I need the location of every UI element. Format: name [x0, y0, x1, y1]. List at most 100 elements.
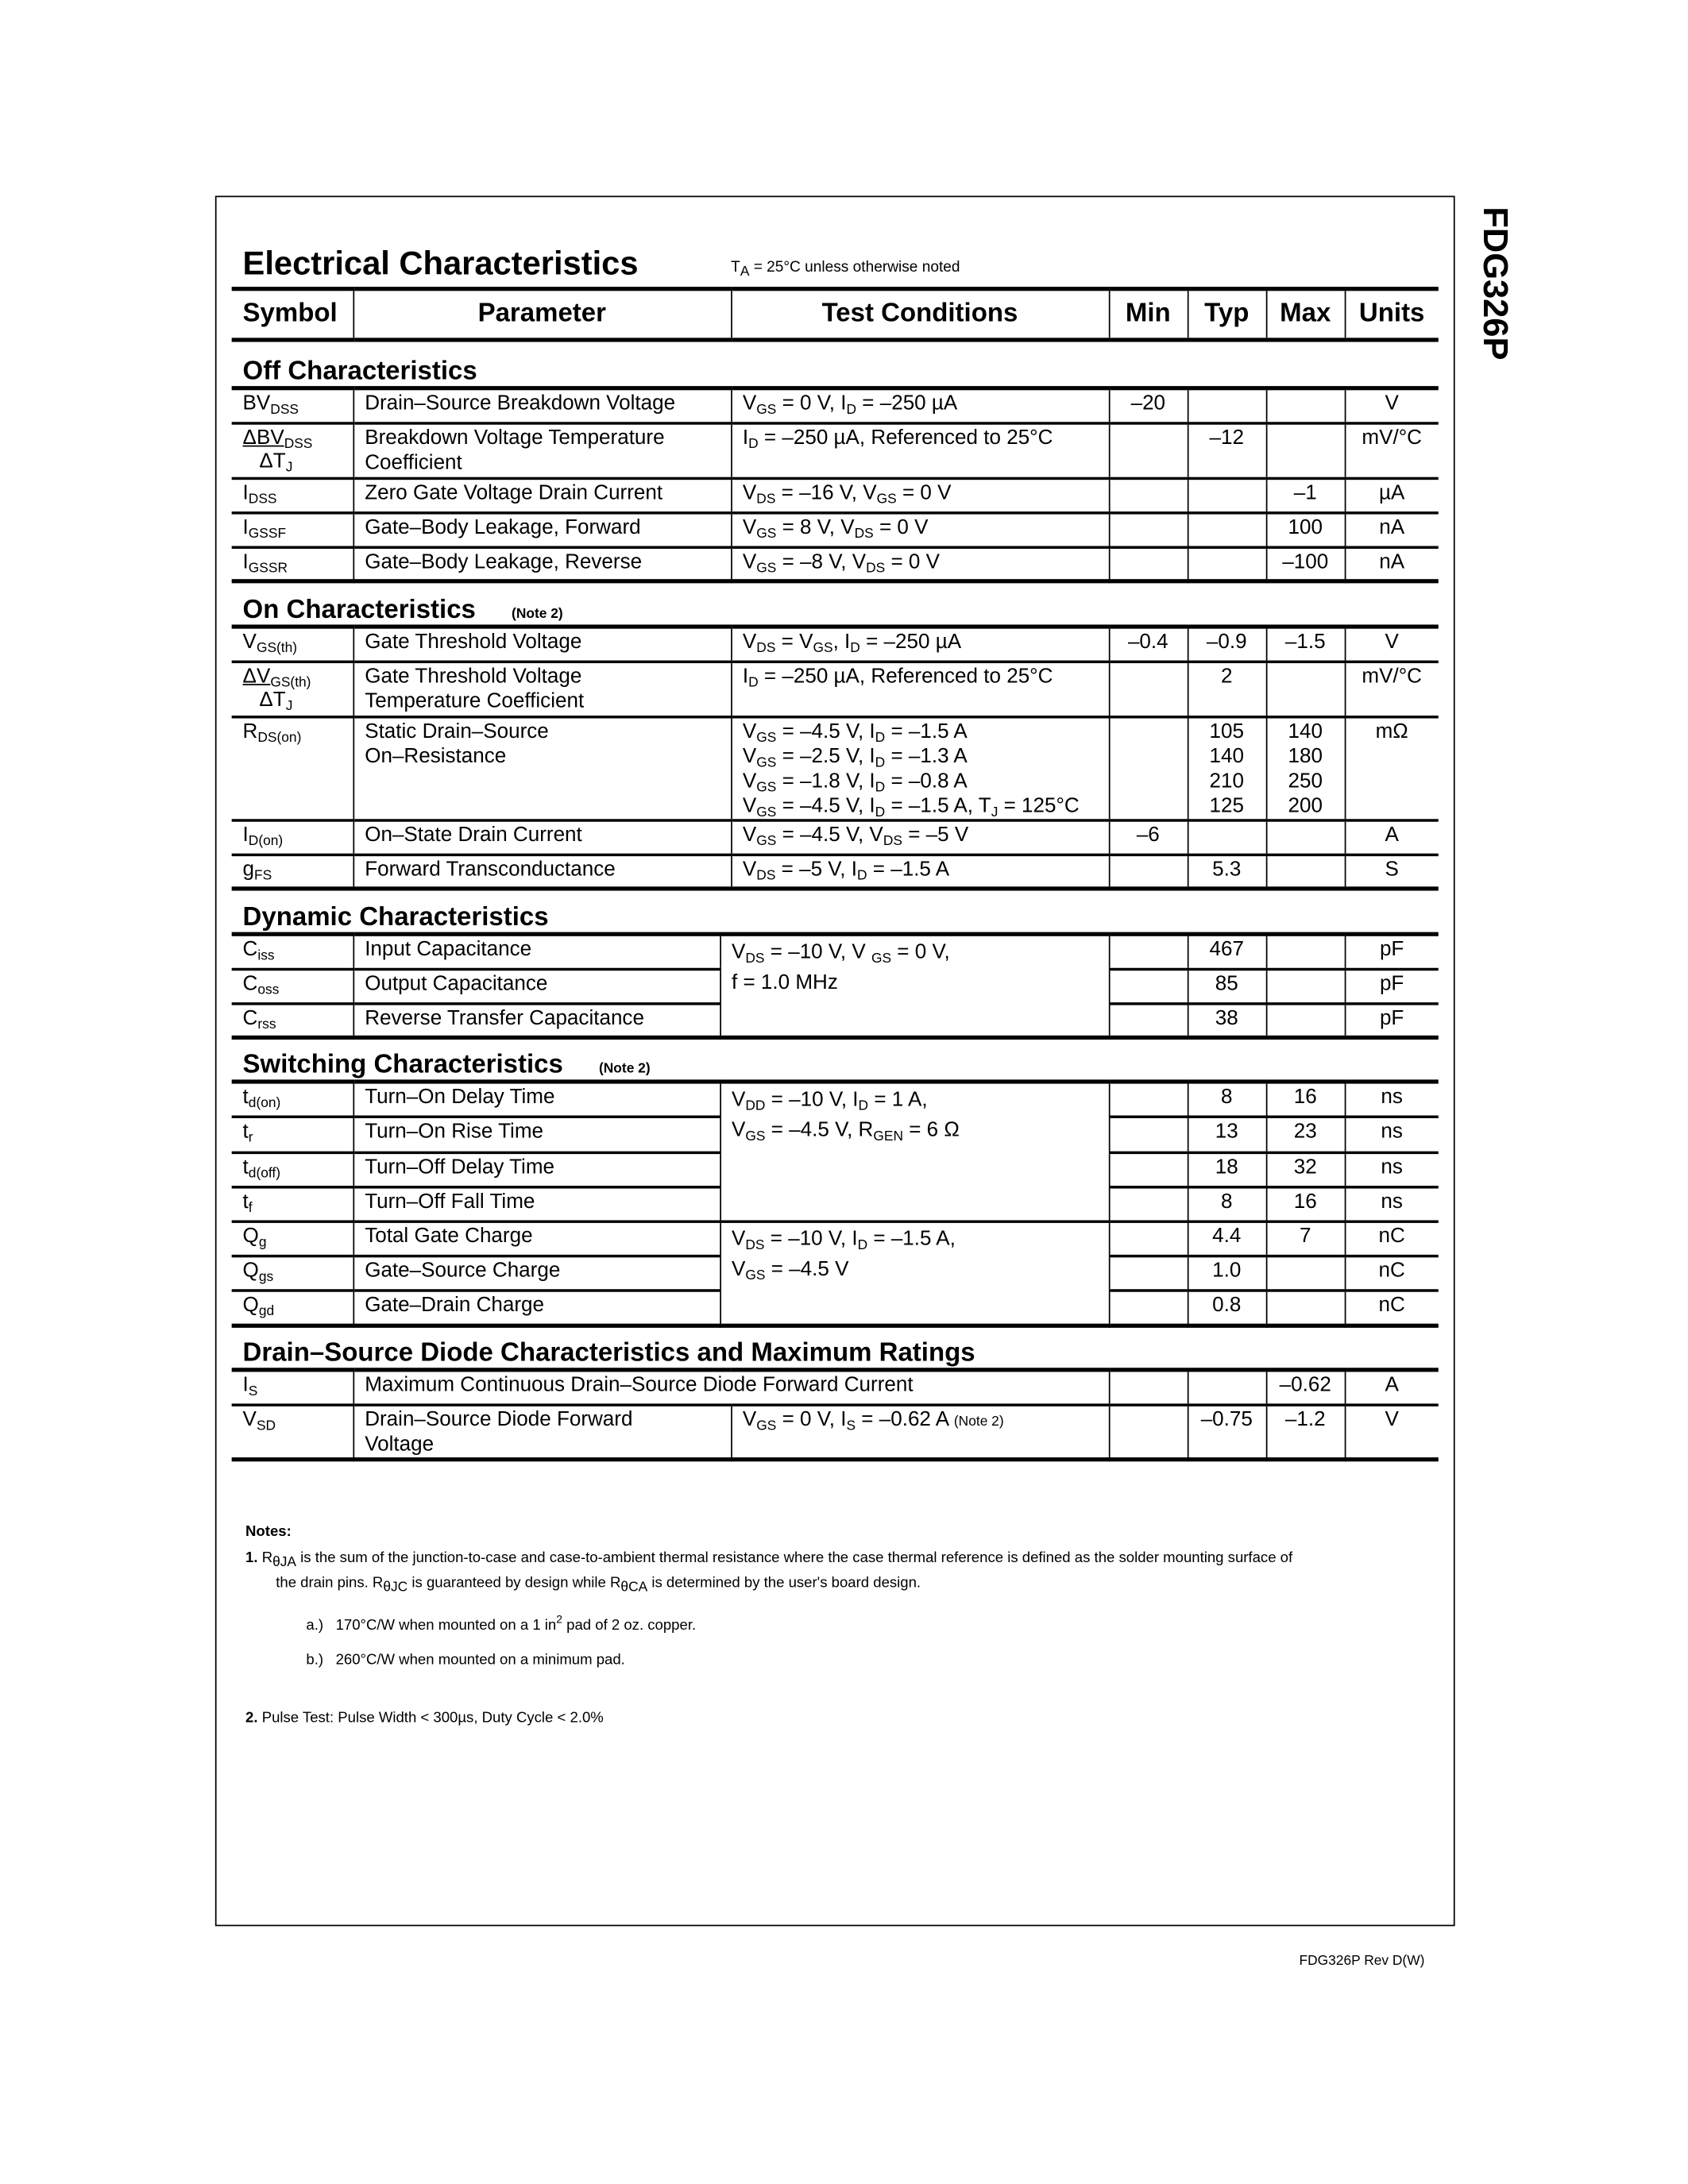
typ-cell: 1.0	[1186, 1253, 1266, 1291]
test-conditions-cell: VDS = –16 V, VGS = 0 V	[730, 476, 1109, 512]
test-conditions-cell: ID = –250 µA, Referenced to 25°C	[730, 659, 1109, 716]
section-dynamic-characteristics: Dynamic Characteristics Ciss Input Capacit…	[231, 901, 1439, 1040]
symbol-ratio: ΔVGS(th) ΔTJ	[242, 663, 311, 714]
table-row: IGSSR Gate–Body Leakage, Reverse VGS = –8 …	[231, 545, 1439, 581]
max-cell	[1265, 967, 1345, 1004]
header-parameter: Parameter	[352, 287, 732, 342]
table-row: Ciss Input Capacitance VDS = –10 V, V GS =…	[231, 932, 1439, 1038]
symbol-ratio: ΔBVDSS ΔTJ	[242, 425, 313, 476]
symbol-cell: VGS(th)	[231, 624, 353, 662]
min-cell	[1107, 1114, 1188, 1152]
parameter-cell: Drain–Source Diode Forward Voltage	[352, 1403, 732, 1459]
min-cell: –20	[1107, 386, 1188, 423]
units-cell: µA	[1343, 476, 1439, 512]
section-table: VGS(th) Gate Threshold Voltage VDS = VGS, …	[231, 624, 1439, 891]
max-cell	[1265, 852, 1345, 889]
max-cell: 32	[1265, 1150, 1345, 1187]
section-table: BVDSS Drain–Source Breakdown Voltage VGS =…	[231, 386, 1439, 584]
parameter-cell: Output Capacitance	[352, 967, 720, 1004]
min-cell	[1107, 967, 1188, 1004]
symbol-cell: tf	[231, 1185, 353, 1221]
note-1a-label: a.)	[306, 1617, 324, 1634]
symbol-cell: td(on)	[231, 1079, 353, 1117]
parameter-cell: Turn–On Rise Time	[352, 1114, 720, 1152]
ambient-condition-note: TA = 25°C unless otherwise noted	[731, 259, 960, 280]
typ-cell	[1186, 1368, 1266, 1405]
parameter-cell: Reverse Transfer Capacitance	[352, 1001, 720, 1038]
test-conditions-cell: VDS = –5 V, ID = –1.5 A	[730, 852, 1109, 889]
min-cell	[1107, 1185, 1188, 1221]
table-row: IGSSF Gate–Body Leakage, Forward VGS = 8 V…	[231, 511, 1439, 547]
section-heading: Switching Characteristics (Note 2)	[232, 1048, 1439, 1079]
note-2-text: Pulse Test: Pulse Width < 300µs, Duty Cy…	[261, 1709, 604, 1727]
max-cell	[1265, 1253, 1345, 1291]
table-row: ΔVGS(th) ΔTJ Gate Threshold Voltage Tempera…	[231, 659, 1439, 716]
parameter-cell: Static Drain–Source On–Resistance	[352, 715, 732, 820]
table-row: tr Turn–On Rise Time 13 23 ns	[231, 1114, 1439, 1152]
parameter-cell: Turn–Off Fall Time	[352, 1185, 720, 1221]
symbol-cell: IGSSF	[231, 511, 353, 547]
parameter-cell: Gate–Drain Charge	[352, 1288, 720, 1326]
max-cell: 16	[1265, 1079, 1345, 1117]
units-cell: mV/°C	[1343, 421, 1439, 478]
section-title: Dynamic Characteristics	[242, 903, 549, 932]
table-row: Qg Total Gate Charge VDS = –10 V, ID = –1.…	[231, 1219, 1439, 1326]
parameter-cell: Turn–On Delay Time	[352, 1079, 720, 1117]
max-cell	[1265, 818, 1345, 855]
min-cell	[1107, 715, 1188, 820]
note-1a: a.) 170°C/W when mounted on a 1 in2 pad …	[306, 1614, 696, 1635]
section-table: IS Maximum Continuous Drain–Source Diode …	[231, 1368, 1439, 1461]
min-cell	[1107, 659, 1188, 716]
typ-cell	[1186, 545, 1266, 581]
units-cell: ns	[1343, 1114, 1439, 1152]
table-row: ΔBVDSS ΔTJ Breakdown Voltage Temperature Co…	[231, 421, 1439, 478]
symbol-cell: Qgs	[231, 1253, 353, 1291]
table-row: td(off) Turn–Off Delay Time 18 32 ns	[231, 1150, 1439, 1187]
max-cell: –0.62	[1265, 1368, 1345, 1405]
max-cell: –100	[1265, 545, 1345, 581]
min-cell: –6	[1107, 818, 1188, 855]
test-conditions-cell: VGS = –4.5 V, VDS = –5 V	[730, 818, 1109, 855]
test-conditions-cell: VGS = –4.5 V, ID = –1.5 A VGS = –2.5 V, I…	[730, 715, 1109, 820]
parameter-cell: Total Gate Charge	[352, 1219, 720, 1256]
test-conditions-cell: VDD = –10 V, ID = 1 A, VGS = –4.5 V, RGEN…	[719, 1079, 1109, 1221]
table-row: Qgs Gate–Source Charge 1.0 nC	[231, 1253, 1439, 1291]
table-row: VGS(th) Gate Threshold Voltage VDS = VGS, …	[231, 624, 1439, 662]
symbol-cell: tr	[231, 1114, 353, 1152]
page-title: Electrical Characteristics	[242, 245, 639, 283]
typ-cell: –12	[1186, 421, 1266, 478]
section-title: Off Characteristics	[242, 357, 477, 387]
parameter-cell: On–State Drain Current	[352, 818, 732, 855]
symbol-cell: Crss	[231, 1001, 353, 1038]
note-1-line-2: the drain pins. RθJC is guaranteed by de…	[276, 1574, 921, 1596]
header-max: Max	[1265, 287, 1345, 342]
parameter-cell: Gate Threshold Voltage	[352, 624, 732, 662]
header-test-conditions: Test Conditions	[730, 287, 1109, 342]
units-cell: nC	[1343, 1253, 1439, 1291]
max-cell	[1265, 1288, 1345, 1326]
units-cell: A	[1343, 1368, 1439, 1405]
units-cell: ns	[1343, 1185, 1439, 1221]
test-conditions-cell: VGS = 0 V, IS = –0.62 A (Note 2)	[730, 1403, 1109, 1459]
symbol-cell: ΔVGS(th) ΔTJ	[231, 659, 353, 716]
table-row: Qgd Gate–Drain Charge 0.8 nC	[231, 1288, 1439, 1326]
section-note: (Note 2)	[598, 1061, 651, 1077]
symbol-cell: Qgd	[231, 1288, 353, 1326]
table-row: gFS Forward Transconductance VDS = –5 V, I…	[231, 852, 1439, 889]
typ-cell: –0.9	[1186, 624, 1266, 662]
header-min: Min	[1107, 287, 1188, 342]
max-cell	[1265, 421, 1345, 478]
test-conditions-cell: ID = –250 µA, Referenced to 25°C	[730, 421, 1109, 478]
typ-cell	[1186, 818, 1266, 855]
units-cell: V	[1343, 1403, 1439, 1459]
typ-cell: 8	[1186, 1185, 1266, 1221]
table-header: Symbol Parameter Test Conditions Min Typ…	[231, 287, 1439, 342]
side-part-number: FDG326P	[1475, 206, 1515, 361]
typ-cell: 13	[1186, 1114, 1266, 1152]
parameter-cell: Drain–Source Breakdown Voltage	[352, 386, 732, 423]
max-cell	[1265, 386, 1345, 423]
typ-cell: 467	[1186, 932, 1266, 969]
typ-cell: 0.8	[1186, 1288, 1266, 1326]
section-title: Switching Characteristics (Note 2)	[242, 1050, 651, 1080]
